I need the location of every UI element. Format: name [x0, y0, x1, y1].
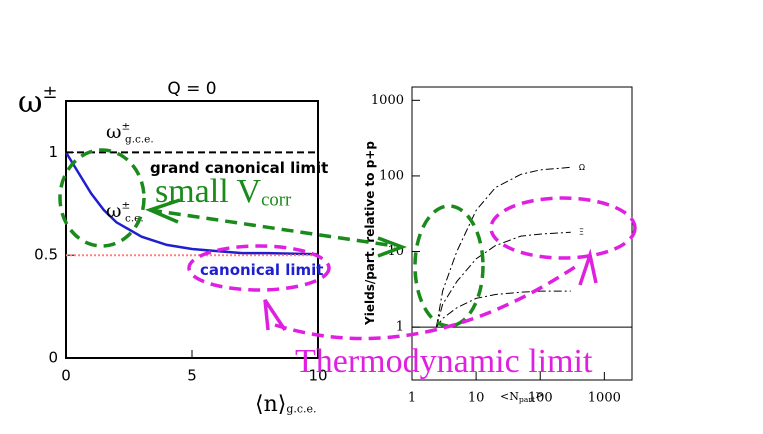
superscript: ± — [122, 200, 131, 212]
text-main: Yields/part. relative to p+p — [363, 141, 377, 326]
x-tick-label: 1 — [408, 391, 416, 406]
arrow — [149, 208, 396, 248]
y-axis-label: Yields/part. relative to p+p — [363, 141, 377, 326]
x-tick-label: 0 — [61, 367, 71, 385]
y-tick-label: 1 — [396, 320, 404, 335]
annotation: Thermodynamic limit — [295, 343, 593, 380]
subscript: corr — [261, 190, 292, 211]
series-line — [435, 166, 571, 328]
text-main: canonical limit — [200, 261, 323, 279]
ellipse — [187, 244, 331, 292]
text-tail: > — [535, 389, 544, 402]
y-tick-label: 0 — [48, 349, 58, 367]
plot-frame — [411, 86, 633, 381]
overlay-shapes — [58, 148, 637, 341]
superscript: ± — [42, 82, 57, 103]
annotation: canonical limit — [200, 261, 323, 279]
annotation: grand canonical limit — [150, 159, 328, 177]
x-axis-label: ⟨n⟩g.c.e. — [255, 392, 317, 417]
series-line — [435, 290, 571, 328]
subscript: part — [519, 395, 536, 404]
y-tick-label: 1 — [48, 143, 58, 161]
arrow-head — [377, 236, 407, 258]
x-axis-label: <Npart> — [500, 389, 544, 404]
plots: 0 5 1000.51Q = 01 10 100 10001101001000ΩΞω±⟨n… — [18, 79, 633, 417]
x-tick-label: 10 — [308, 367, 327, 385]
chart-title: Q = 0 — [167, 79, 216, 99]
arrow-head — [145, 198, 181, 224]
series-label: Ξ — [579, 228, 584, 237]
text-main: grand canonical limit — [150, 159, 328, 177]
text-main: <N — [500, 390, 519, 403]
y-tick-label: 1000 — [371, 93, 404, 108]
ellipse — [58, 148, 146, 248]
arrow — [274, 263, 579, 341]
ellipse — [413, 204, 485, 328]
superscript: ± — [122, 121, 131, 133]
x-tick-label: 100 — [528, 391, 553, 406]
text-main: Thermodynamic limit — [295, 343, 593, 380]
series-line — [64, 151, 319, 256]
text-main: ω — [106, 121, 122, 143]
ellipse — [489, 196, 637, 260]
y-tick-label: 0.5 — [34, 246, 58, 264]
series-line — [435, 231, 571, 328]
x-tick-label: 5 — [187, 367, 197, 385]
x-tick-label: 1000 — [588, 391, 621, 406]
arrow-heads — [145, 198, 598, 331]
text-main: ⟨n⟩ — [255, 392, 286, 417]
text-main: ω — [106, 200, 122, 222]
subscript: g.c.e. — [286, 402, 316, 415]
plot-frame — [65, 100, 319, 359]
series-label: Ω — [579, 163, 585, 172]
y-tick-label: 100 — [379, 168, 404, 183]
y-axis-label: ω± — [18, 82, 58, 120]
annotation: small Vcorr — [155, 173, 292, 211]
text-main: ω — [18, 85, 42, 120]
x-tick-label: 10 — [468, 391, 485, 406]
arrow-head — [578, 248, 598, 286]
subscript: g.c.e. — [125, 133, 154, 145]
arrow-head — [263, 299, 287, 331]
annotation: ω± g.c.e. — [106, 121, 154, 146]
